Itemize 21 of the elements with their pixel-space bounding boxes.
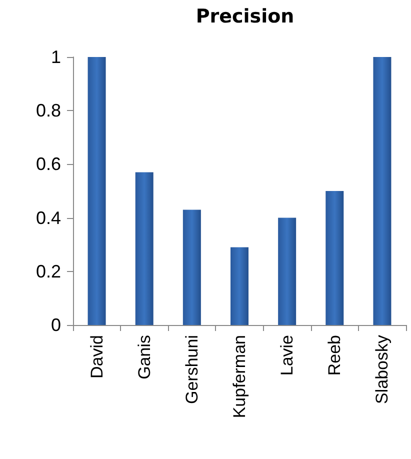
bar — [373, 57, 392, 325]
x-tick-label: Lavie — [278, 335, 297, 376]
y-tick-label: 1 — [50, 47, 61, 67]
chart-title: Precision — [196, 6, 294, 28]
y-tick-label: 0 — [50, 315, 61, 335]
bar — [135, 172, 154, 325]
x-tick-label: Reeb — [325, 335, 344, 376]
bar — [230, 247, 248, 325]
bar — [88, 57, 106, 325]
bar — [182, 210, 201, 325]
y-tick-label: 0.4 — [36, 208, 61, 228]
x-tick-label: Gershuni — [182, 335, 202, 404]
bar — [278, 218, 296, 325]
y-tick-label: 0.2 — [36, 261, 61, 282]
x-tick-label: Ganis — [134, 335, 154, 380]
x-tick-label: Slabosky — [372, 334, 392, 404]
x-tick-label: David — [87, 335, 106, 378]
bar — [326, 191, 344, 325]
y-tick-label: 0.6 — [36, 154, 61, 174]
y-tick-label: 0.8 — [36, 100, 61, 121]
x-tick-label: Kupferman — [230, 335, 249, 418]
